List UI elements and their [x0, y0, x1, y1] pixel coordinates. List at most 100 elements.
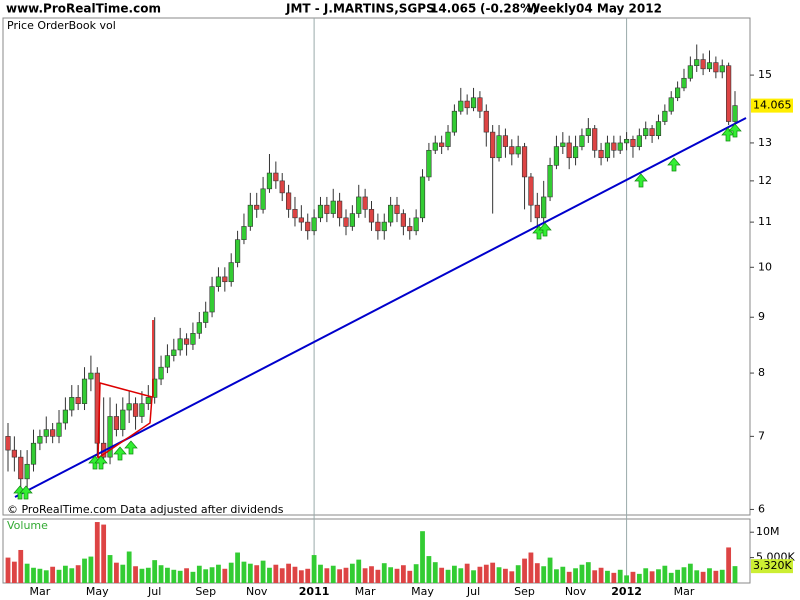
candle-body	[662, 110, 668, 122]
volume-bar	[662, 565, 668, 583]
candle-body	[254, 204, 260, 210]
volume-bar	[11, 561, 17, 583]
volume-bar	[158, 565, 164, 583]
volume-bar	[381, 563, 387, 583]
volume-bar	[388, 567, 394, 583]
candle-body	[502, 135, 509, 147]
candle-body	[241, 226, 247, 240]
volume-tick-label: 10M	[756, 525, 780, 538]
volume-bar	[120, 564, 126, 583]
candle-body	[126, 403, 132, 411]
candle-body	[298, 217, 304, 223]
volume-bar	[477, 566, 483, 583]
x-tick-label: May	[86, 585, 109, 598]
y-tick-label: 12	[758, 174, 772, 187]
volume-bar	[139, 568, 145, 583]
panel-label: Price OrderBook vol	[7, 19, 116, 32]
volume-bar	[719, 569, 725, 583]
volume-bar	[165, 567, 170, 583]
volume-bar	[18, 549, 24, 583]
candle-body	[687, 65, 693, 79]
volume-bar	[617, 569, 623, 583]
volume-bar	[235, 552, 240, 583]
volume-bar	[636, 573, 642, 583]
volume-bar	[75, 565, 81, 583]
volume-bar	[541, 566, 547, 583]
candle-body	[5, 436, 11, 451]
candle-body	[139, 403, 145, 417]
candle-body	[700, 59, 706, 70]
volume-bar	[88, 556, 94, 583]
volume-bar	[82, 558, 87, 583]
volume-bar	[675, 569, 681, 583]
annotations	[13, 117, 747, 500]
candle-body	[419, 176, 426, 219]
candle-body	[579, 135, 585, 147]
last-price: 14.065	[430, 2, 476, 16]
x-tick-label: Mar	[674, 585, 695, 598]
volume-bar	[279, 568, 285, 583]
candle-body	[171, 349, 177, 356]
candle-body	[521, 146, 528, 178]
volume-bar	[330, 565, 336, 583]
candle-body	[439, 142, 445, 147]
arrow	[94, 455, 108, 470]
candle-body	[88, 372, 94, 380]
candle-body	[617, 142, 623, 151]
candle-body	[107, 416, 113, 458]
candle-body	[604, 142, 611, 159]
volume-bar	[286, 563, 291, 583]
volume-bar	[311, 555, 317, 583]
volume-bar	[630, 571, 636, 583]
candle-body	[190, 333, 196, 345]
x-tick-label: Nov	[565, 585, 587, 598]
volume-bar	[171, 569, 177, 583]
volume-bar	[247, 563, 253, 583]
volume-bar	[445, 569, 451, 583]
volume-bar	[496, 567, 502, 583]
x-tick-label: May	[411, 585, 434, 598]
candle-body	[681, 77, 687, 89]
y-tick-label: 7	[758, 429, 765, 442]
volume-bar	[407, 570, 413, 583]
candle-body	[458, 100, 464, 112]
volume-bar	[107, 555, 113, 583]
candle-body	[623, 138, 630, 144]
volume-bar	[267, 567, 272, 583]
candle-body	[203, 311, 209, 323]
candle-body	[337, 200, 343, 219]
volume-bar	[439, 567, 445, 583]
volume-bar	[566, 571, 572, 583]
y-tick-label: 15	[758, 68, 772, 81]
candle-body	[279, 180, 285, 194]
candle-body	[24, 463, 30, 480]
volume-bar	[177, 570, 183, 583]
candle-body	[451, 110, 458, 133]
y-tick-label: 6	[758, 502, 765, 515]
candle-body	[400, 213, 406, 227]
candle-body	[75, 397, 81, 404]
candle-body	[349, 213, 355, 227]
volume-bar	[490, 562, 496, 583]
candle-body	[234, 239, 241, 263]
arrows	[13, 123, 742, 500]
candle-body	[37, 436, 43, 444]
volume-bar	[375, 569, 381, 583]
volume-bar	[31, 567, 36, 583]
x-tick-label: Jul	[466, 585, 480, 598]
volume-bar	[707, 568, 712, 583]
volume-bar	[62, 565, 68, 583]
last-price-box	[751, 98, 793, 113]
arrow	[124, 440, 138, 455]
candle-body	[273, 172, 279, 182]
x-tick-label: Jul	[147, 585, 161, 598]
candle-body	[694, 59, 700, 67]
volume-bar	[196, 565, 202, 583]
arrow	[538, 222, 552, 237]
volume-bar	[605, 570, 610, 583]
x-tick-label: 2011	[299, 585, 330, 598]
volume-bar	[471, 570, 476, 583]
candle-body	[585, 128, 591, 136]
candle-body	[388, 204, 394, 223]
